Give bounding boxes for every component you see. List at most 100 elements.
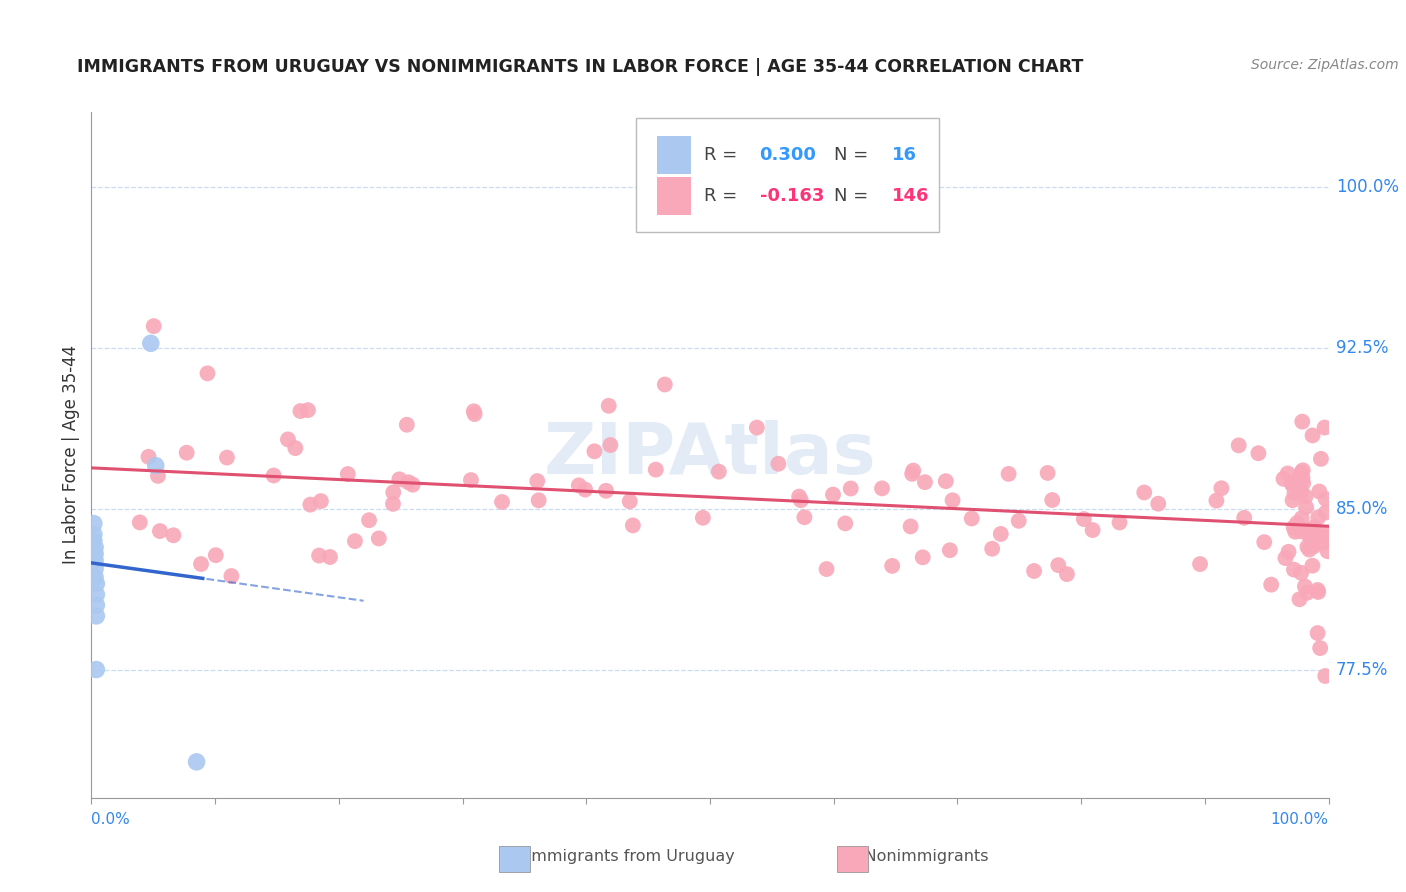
Point <box>1260 577 1282 591</box>
Point <box>821 487 844 501</box>
Point <box>290 404 312 418</box>
Text: Source: ZipAtlas.com: Source: ZipAtlas.com <box>1251 58 1399 72</box>
Point <box>1133 485 1156 500</box>
Point <box>84 547 107 561</box>
Point <box>1306 582 1329 597</box>
Text: N =: N = <box>834 145 873 164</box>
Point <box>1308 484 1330 499</box>
Point <box>139 336 162 351</box>
Point <box>1227 438 1250 452</box>
Point <box>84 553 107 567</box>
Point <box>221 569 243 583</box>
Point <box>768 457 790 471</box>
Point <box>299 498 322 512</box>
Text: Immigrants from Uruguay: Immigrants from Uruguay <box>506 849 735 863</box>
Point <box>190 557 212 571</box>
Point <box>1291 471 1313 485</box>
Point <box>793 510 815 524</box>
Point <box>1309 451 1331 466</box>
Point <box>526 474 548 488</box>
Point <box>1247 446 1270 460</box>
Point <box>1308 510 1330 524</box>
Point <box>1253 535 1275 549</box>
Point <box>162 528 184 542</box>
Point <box>1040 493 1063 508</box>
Point <box>1291 466 1313 480</box>
Point <box>277 433 299 447</box>
Point <box>1315 669 1337 683</box>
Point <box>1289 566 1312 580</box>
Point <box>981 541 1004 556</box>
Point <box>1292 463 1315 477</box>
Point <box>1298 529 1320 543</box>
Point <box>1292 476 1315 491</box>
Point <box>84 562 107 576</box>
Y-axis label: In Labor Force | Age 35-44: In Labor Force | Age 35-44 <box>62 345 80 565</box>
Point <box>138 450 160 464</box>
Point <box>787 490 810 504</box>
Point <box>1305 526 1327 541</box>
Point <box>960 511 983 525</box>
Text: 100.0%: 100.0% <box>1336 178 1399 195</box>
Point <box>621 518 644 533</box>
Point <box>284 441 307 455</box>
Point <box>1211 481 1233 495</box>
Point <box>1312 525 1334 540</box>
Point <box>692 510 714 524</box>
Text: 16: 16 <box>891 145 917 164</box>
Text: 0.300: 0.300 <box>759 145 817 164</box>
Point <box>1047 558 1070 573</box>
Point <box>1291 415 1313 429</box>
Point <box>396 475 419 490</box>
Point <box>382 485 405 500</box>
Point <box>176 446 198 460</box>
Point <box>86 576 108 591</box>
Point <box>745 420 768 434</box>
Point <box>1277 545 1299 559</box>
Point <box>942 493 965 508</box>
Point <box>997 467 1019 481</box>
Point <box>1281 477 1303 491</box>
Point <box>1294 579 1316 593</box>
Point <box>1316 544 1339 558</box>
Point <box>1073 512 1095 526</box>
Point <box>599 438 621 452</box>
Point <box>990 527 1012 541</box>
Point <box>900 519 922 533</box>
Point <box>1282 520 1305 534</box>
Point <box>86 663 108 677</box>
Point <box>1298 523 1320 537</box>
Point <box>1295 500 1317 515</box>
Point <box>128 516 150 530</box>
Point <box>83 533 105 548</box>
Point <box>1302 428 1324 442</box>
Point <box>870 481 893 495</box>
Point <box>336 467 359 481</box>
Point <box>460 473 482 487</box>
Point <box>939 543 962 558</box>
Point <box>568 478 591 492</box>
Point <box>1289 524 1312 539</box>
Point <box>186 755 208 769</box>
Text: IMMIGRANTS FROM URUGUAY VS NONIMMIGRANTS IN LABOR FORCE | AGE 35-44 CORRELATION : IMMIGRANTS FROM URUGUAY VS NONIMMIGRANTS… <box>77 58 1084 76</box>
Point <box>1081 523 1104 537</box>
Point <box>309 494 332 508</box>
Point <box>84 540 107 554</box>
Point <box>367 532 389 546</box>
Point <box>1289 485 1312 500</box>
Point <box>204 548 226 562</box>
Point <box>1303 520 1326 534</box>
Point <box>903 464 925 478</box>
Point <box>1302 539 1324 553</box>
Point <box>1205 493 1227 508</box>
Text: R =: R = <box>704 145 742 164</box>
Point <box>790 493 813 508</box>
Point <box>1286 516 1309 530</box>
Point <box>1291 511 1313 525</box>
Point <box>1022 564 1045 578</box>
Point <box>86 598 108 612</box>
Point <box>1056 567 1078 582</box>
Point <box>1189 557 1212 571</box>
Point <box>1296 585 1319 599</box>
Point <box>1315 491 1337 506</box>
